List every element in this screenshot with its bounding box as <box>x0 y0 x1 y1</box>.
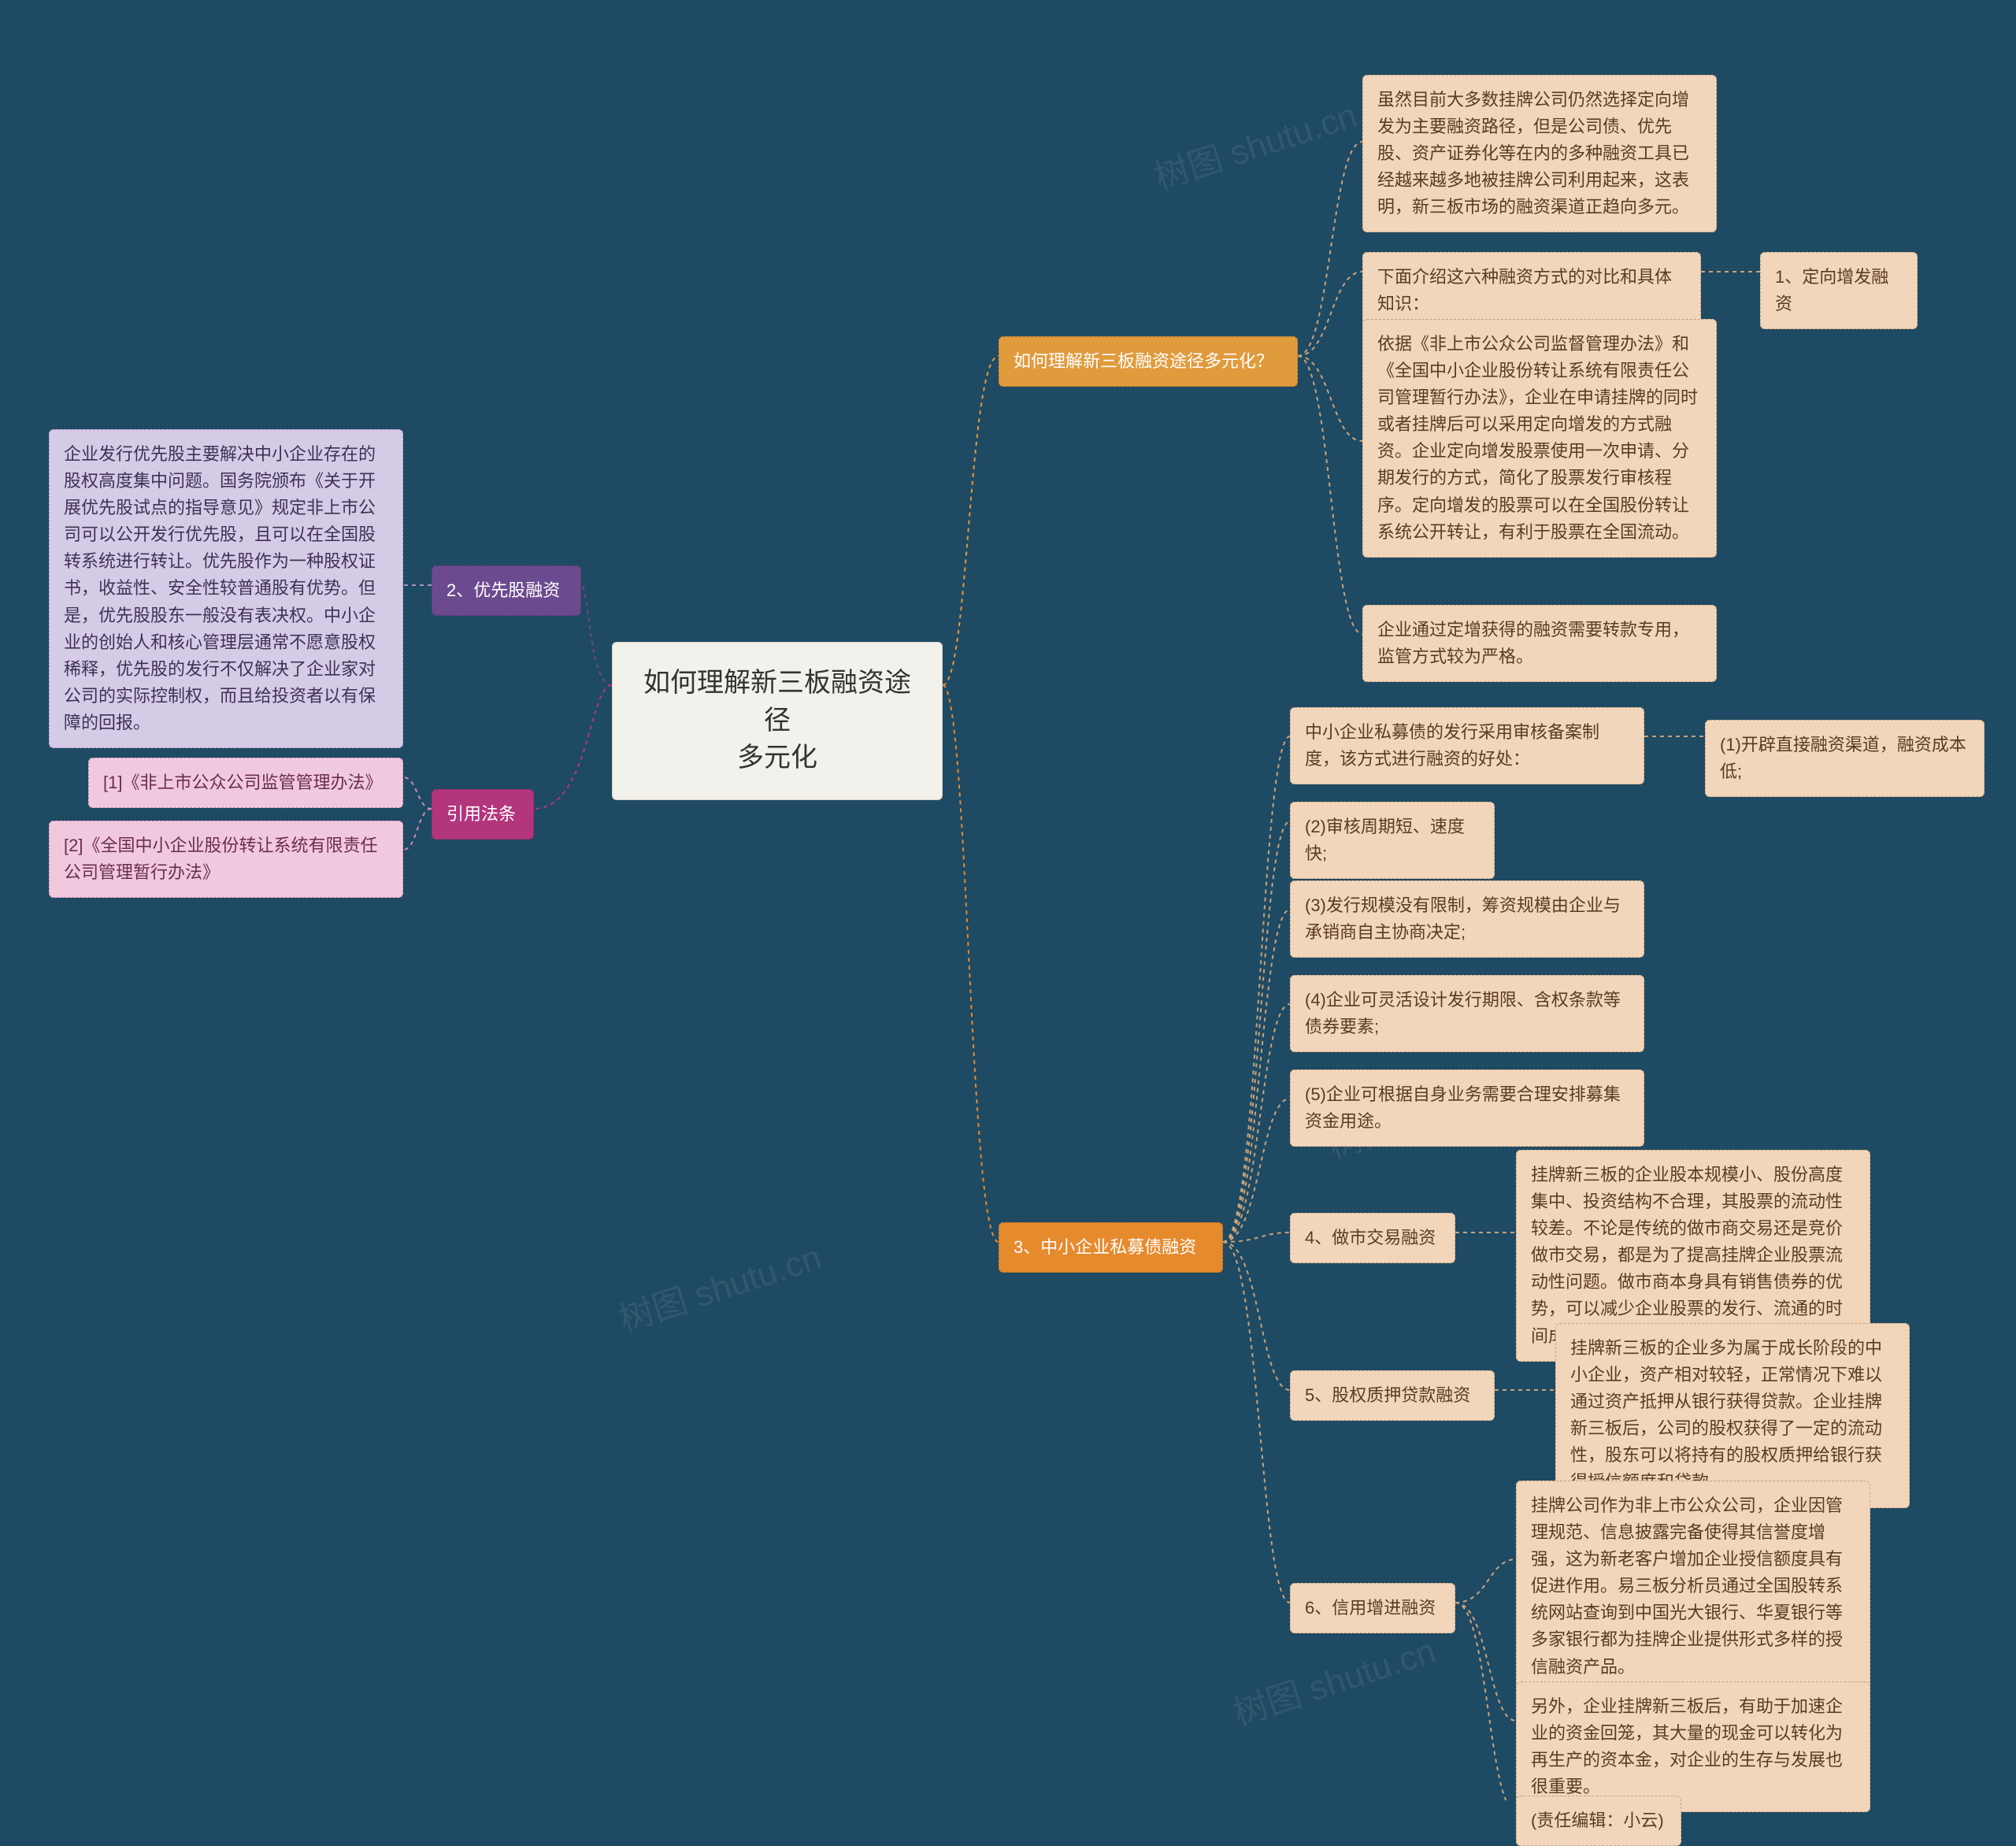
b3-m6-t1: 挂牌公司作为非上市公众公司，企业因管理规范、信息披露完备使得其信誉度增强，这为新… <box>1516 1481 1870 1692</box>
q-child-2: 下面介绍这六种融资方式的对比和具体知识： <box>1362 252 1701 329</box>
b3-m6-t2: 另外，企业挂牌新三板后，有助于加速企业的资金回笼，其大量的现金可以转化为再生产的… <box>1516 1681 1870 1812</box>
b3-p: 中小企业私募债的发行采用审核备案制度，该方式进行融资的好处： <box>1290 707 1644 784</box>
b3-m6-t3: (责任编辑：小云) <box>1516 1796 1681 1846</box>
root-line2: 多元化 <box>737 743 817 773</box>
branch-2-text: 企业发行优先股主要解决中小企业存在的股权高度集中问题。国务院颁布《关于开展优先股… <box>49 429 403 748</box>
watermark: 树图 shutu.cn <box>1226 1622 1441 1735</box>
watermark: 树图 shutu.cn <box>612 1229 827 1341</box>
branch-question: 如何理解新三板融资途径多元化？ <box>999 336 1298 387</box>
q-child-3: 依据《非上市公众公司监督管理办法》和《全国中小企业股份转让系统有限责任公司管理暂… <box>1362 319 1717 558</box>
q-child-1: 虽然目前大多数挂牌公司仍然选择定向增发为主要融资路径，但是公司债、优先股、资产证… <box>1362 75 1717 232</box>
branch-2: 2、优先股融资 <box>432 565 581 616</box>
root-node: 如何理解新三板融资途径 多元化 <box>612 642 943 800</box>
branch-cite: 引用法条 <box>432 789 534 840</box>
root-line1: 如何理解新三板融资途径 <box>643 668 911 736</box>
q-child-2-sub: 1、定向增发融资 <box>1760 252 1918 329</box>
b3-b4: (4)企业可灵活设计发行期限、含权条款等债券要素; <box>1290 975 1644 1052</box>
b3-m6: 6、信用增进融资 <box>1290 1583 1455 1633</box>
b3-b5: (5)企业可根据自身业务需要合理安排募集资金用途。 <box>1290 1069 1644 1147</box>
b3-p-child: (1)开辟直接融资渠道，融资成本低; <box>1705 720 1984 797</box>
b3-b2: (2)审核周期短、速度快; <box>1290 802 1495 879</box>
b3-m4: 4、做市交易融资 <box>1290 1213 1455 1263</box>
cite-1: [1]《非上市公众公司监管管理办法》 <box>88 758 403 808</box>
branch-3: 3、中小企业私募债融资 <box>999 1222 1223 1273</box>
watermark: 树图 shutu.cn <box>1147 87 1362 199</box>
b3-m5: 5、股权质押贷款融资 <box>1290 1370 1495 1421</box>
q-child-4: 企业通过定增获得的融资需要转款专用，监管方式较为严格。 <box>1362 605 1717 682</box>
b3-b3: (3)发行规模没有限制，筹资规模由企业与承销商自主协商决定; <box>1290 880 1644 958</box>
cite-2: [2]《全国中小企业股份转让系统有限责任公司管理暂行办法》 <box>49 821 403 898</box>
